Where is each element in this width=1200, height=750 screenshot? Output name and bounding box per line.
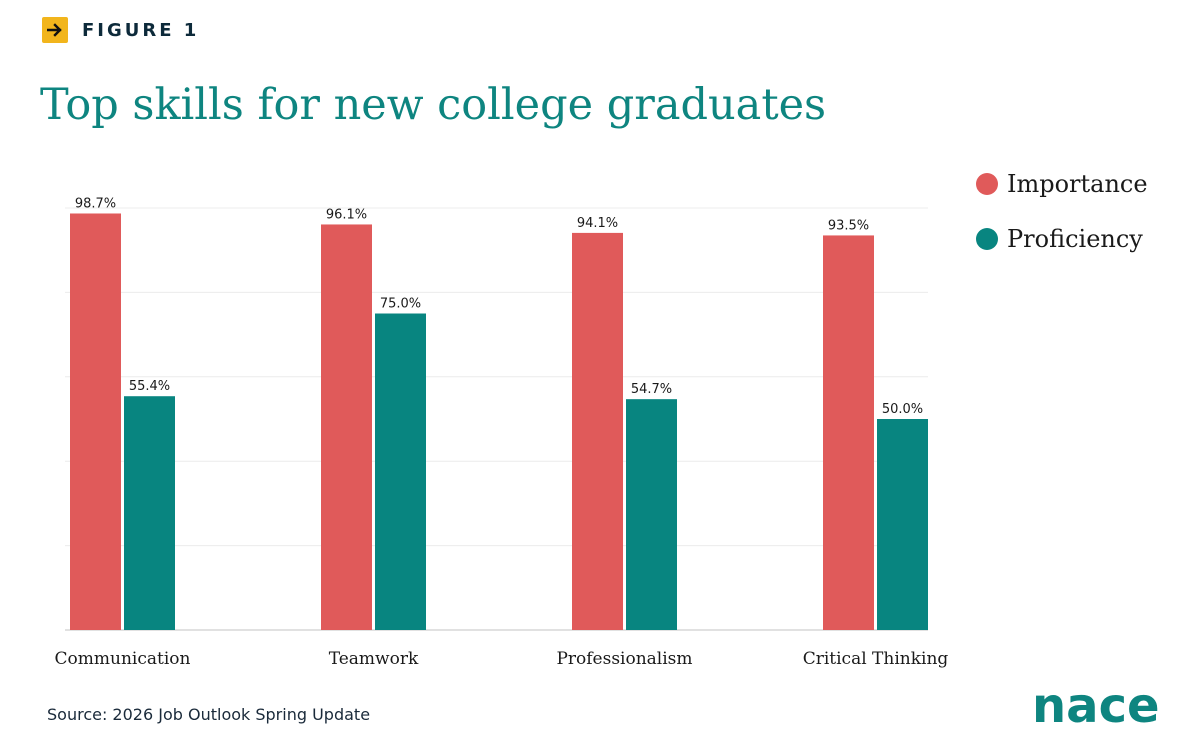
category-label: Professionalism (556, 649, 692, 669)
figure-tag: FIGURE 1 (42, 17, 199, 43)
data-label: 98.7% (75, 196, 116, 211)
bar-importance-critical-thinking (823, 235, 874, 630)
bar-proficiency-communication (124, 396, 175, 630)
legend-swatch-proficiency (976, 228, 998, 250)
data-label: 50.0% (882, 402, 923, 417)
source-note: Source: 2026 Job Outlook Spring Update (47, 705, 371, 724)
arrow-right-icon (42, 17, 68, 43)
chart-title: Top skills for new college graduates (40, 80, 827, 130)
data-label: 93.5% (828, 218, 869, 233)
figure-label: FIGURE 1 (82, 19, 200, 41)
bar-importance-professionalism (572, 232, 623, 630)
legend-label-proficiency: Proficiency (1007, 225, 1143, 253)
legend-label-importance: Importance (1007, 170, 1148, 198)
category-label: Teamwork (329, 649, 419, 669)
legend-item-proficiency: Proficiency (976, 221, 1148, 257)
bar-importance-communication (70, 213, 121, 630)
legend-swatch-importance (976, 173, 998, 195)
bar-proficiency-critical-thinking (877, 419, 928, 630)
data-label: 55.4% (129, 379, 170, 394)
nace-logo: nace (1032, 680, 1160, 730)
chart-legend: Importance Proficiency (976, 166, 1148, 276)
bar-importance-teamwork (321, 224, 372, 630)
data-label: 75.0% (380, 297, 421, 312)
data-label: 96.1% (326, 207, 367, 222)
logo-text: nace (1032, 680, 1160, 730)
data-label: 54.7% (631, 382, 672, 397)
data-label: 94.1% (577, 216, 618, 231)
category-label: Communication (55, 649, 191, 669)
category-label: Critical Thinking (803, 649, 949, 669)
legend-item-importance: Importance (976, 166, 1148, 202)
bar-proficiency-teamwork (375, 313, 426, 630)
bar-proficiency-professionalism (626, 399, 677, 630)
